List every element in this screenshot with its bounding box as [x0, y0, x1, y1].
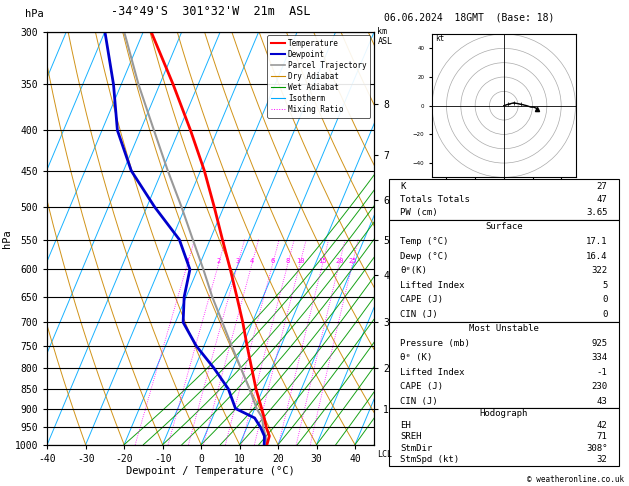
Text: 27: 27: [597, 182, 608, 191]
Text: Dewp (°C): Dewp (°C): [400, 252, 448, 260]
Text: 322: 322: [591, 266, 608, 275]
Text: CIN (J): CIN (J): [400, 397, 438, 405]
Text: 6: 6: [270, 258, 275, 263]
Text: 1: 1: [186, 258, 190, 263]
Text: CIN (J): CIN (J): [400, 310, 438, 319]
Text: 230: 230: [591, 382, 608, 391]
Text: 3: 3: [236, 258, 240, 263]
Text: hPa: hPa: [25, 9, 44, 19]
Text: kt: kt: [435, 34, 444, 43]
Text: 925: 925: [591, 339, 608, 348]
Text: -1: -1: [597, 368, 608, 377]
Text: 0: 0: [602, 295, 608, 304]
Text: © weatheronline.co.uk: © weatheronline.co.uk: [527, 474, 624, 484]
Text: Surface: Surface: [485, 223, 523, 231]
Text: 71: 71: [597, 433, 608, 441]
Text: 10: 10: [296, 258, 304, 263]
Text: StmSpd (kt): StmSpd (kt): [400, 455, 459, 464]
Text: θᵉ (K): θᵉ (K): [400, 353, 433, 362]
Text: 5: 5: [602, 281, 608, 290]
Text: Pressure (mb): Pressure (mb): [400, 339, 470, 348]
Text: 4: 4: [250, 258, 254, 263]
Text: StmDir: StmDir: [400, 444, 433, 453]
Text: 42: 42: [597, 421, 608, 430]
Text: 15: 15: [318, 258, 327, 263]
Text: Lifted Index: Lifted Index: [400, 281, 465, 290]
Text: 25: 25: [348, 258, 357, 263]
Text: θᵉ(K): θᵉ(K): [400, 266, 427, 275]
Text: 3.65: 3.65: [586, 208, 608, 217]
Text: 308°: 308°: [586, 444, 608, 453]
Text: Hodograph: Hodograph: [480, 410, 528, 418]
Text: -34°49'S  301°32'W  21m  ASL: -34°49'S 301°32'W 21m ASL: [111, 5, 311, 18]
Text: 43: 43: [597, 397, 608, 405]
Text: Most Unstable: Most Unstable: [469, 325, 539, 333]
Text: SREH: SREH: [400, 433, 421, 441]
Text: PW (cm): PW (cm): [400, 208, 438, 217]
Text: 2: 2: [216, 258, 221, 263]
Text: Temp (°C): Temp (°C): [400, 237, 448, 246]
Text: 8: 8: [286, 258, 290, 263]
Text: CAPE (J): CAPE (J): [400, 382, 443, 391]
Text: km
ASL: km ASL: [377, 27, 392, 46]
Y-axis label: hPa: hPa: [2, 229, 12, 247]
Text: K: K: [400, 182, 406, 191]
Text: 32: 32: [597, 455, 608, 464]
Text: Totals Totals: Totals Totals: [400, 195, 470, 204]
Text: 47: 47: [597, 195, 608, 204]
X-axis label: Dewpoint / Temperature (°C): Dewpoint / Temperature (°C): [126, 467, 295, 476]
Text: 334: 334: [591, 353, 608, 362]
Text: 16.4: 16.4: [586, 252, 608, 260]
Text: 06.06.2024  18GMT  (Base: 18): 06.06.2024 18GMT (Base: 18): [384, 12, 554, 22]
Text: CAPE (J): CAPE (J): [400, 295, 443, 304]
Text: Lifted Index: Lifted Index: [400, 368, 465, 377]
Text: 20: 20: [335, 258, 343, 263]
Text: EH: EH: [400, 421, 411, 430]
Text: 17.1: 17.1: [586, 237, 608, 246]
Text: 0: 0: [602, 310, 608, 319]
Y-axis label: Mixing Ratio (g/kg): Mixing Ratio (g/kg): [395, 191, 404, 286]
Text: LCL: LCL: [377, 450, 392, 459]
Legend: Temperature, Dewpoint, Parcel Trajectory, Dry Adiabat, Wet Adiabat, Isotherm, Mi: Temperature, Dewpoint, Parcel Trajectory…: [267, 35, 370, 118]
